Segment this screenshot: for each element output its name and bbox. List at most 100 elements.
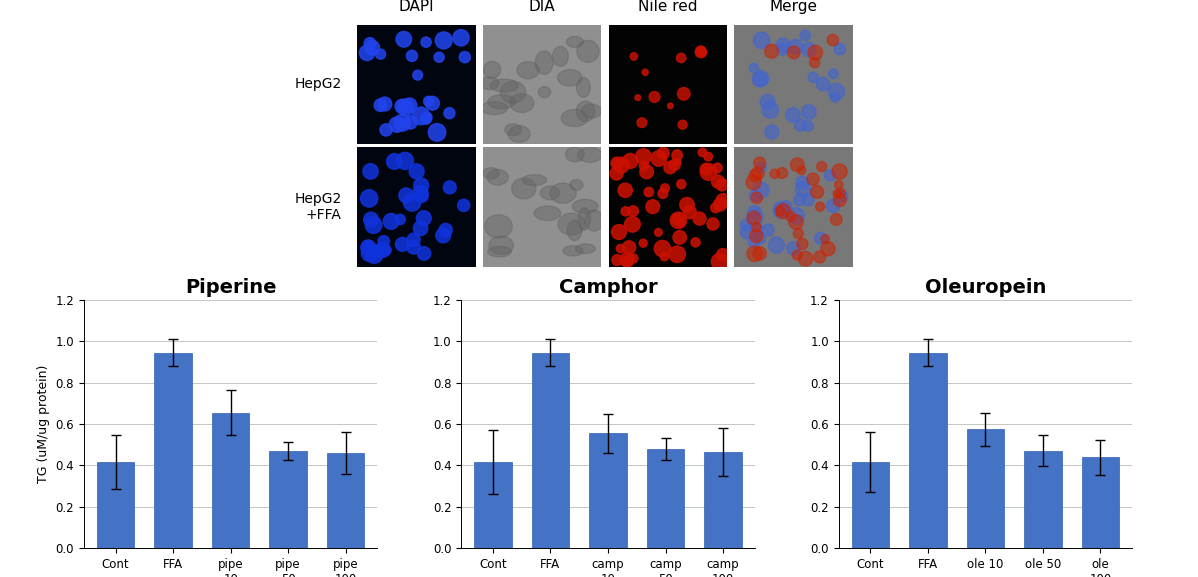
- Circle shape: [716, 179, 728, 191]
- Circle shape: [810, 58, 819, 68]
- Circle shape: [836, 191, 848, 202]
- Circle shape: [379, 235, 389, 247]
- Circle shape: [377, 97, 392, 111]
- Circle shape: [668, 246, 685, 263]
- Circle shape: [428, 123, 446, 141]
- Circle shape: [365, 40, 380, 55]
- Circle shape: [824, 170, 836, 181]
- Ellipse shape: [510, 94, 534, 113]
- Circle shape: [361, 190, 377, 207]
- Circle shape: [801, 42, 816, 57]
- Circle shape: [672, 213, 684, 224]
- Circle shape: [751, 192, 762, 204]
- Circle shape: [712, 253, 727, 270]
- Circle shape: [673, 158, 680, 166]
- Circle shape: [700, 50, 707, 57]
- Circle shape: [413, 178, 429, 193]
- Circle shape: [773, 203, 788, 218]
- Circle shape: [776, 168, 787, 178]
- Circle shape: [679, 197, 694, 212]
- Ellipse shape: [490, 79, 519, 92]
- Circle shape: [395, 214, 405, 224]
- Circle shape: [798, 166, 806, 174]
- Circle shape: [794, 119, 806, 131]
- Circle shape: [424, 96, 434, 106]
- Circle shape: [672, 150, 683, 160]
- Circle shape: [787, 242, 800, 255]
- Circle shape: [404, 194, 420, 211]
- Ellipse shape: [563, 246, 583, 256]
- Circle shape: [821, 242, 835, 256]
- Ellipse shape: [501, 81, 526, 103]
- Circle shape: [801, 104, 816, 119]
- Circle shape: [374, 99, 387, 111]
- Text: DIA: DIA: [528, 0, 556, 14]
- Circle shape: [375, 242, 391, 257]
- Ellipse shape: [484, 61, 501, 78]
- Circle shape: [828, 83, 845, 100]
- Circle shape: [776, 38, 789, 52]
- Circle shape: [649, 92, 660, 102]
- Circle shape: [407, 241, 420, 254]
- Circle shape: [815, 233, 827, 244]
- Circle shape: [673, 231, 686, 244]
- Circle shape: [406, 50, 417, 61]
- Circle shape: [610, 167, 623, 180]
- Circle shape: [651, 151, 666, 166]
- Circle shape: [678, 120, 688, 129]
- Circle shape: [754, 32, 769, 48]
- Bar: [270, 451, 307, 548]
- Text: HepG2: HepG2: [295, 77, 341, 91]
- Circle shape: [443, 181, 456, 194]
- Bar: [1024, 451, 1061, 548]
- Circle shape: [829, 69, 839, 78]
- Circle shape: [698, 148, 707, 157]
- Ellipse shape: [512, 178, 536, 199]
- Ellipse shape: [480, 77, 498, 89]
- Circle shape: [363, 241, 373, 250]
- Circle shape: [624, 216, 640, 232]
- Circle shape: [807, 46, 823, 60]
- Ellipse shape: [561, 110, 588, 126]
- Circle shape: [791, 158, 804, 171]
- Circle shape: [754, 247, 767, 260]
- Y-axis label: TG (uM/ug protein): TG (uM/ug protein): [37, 365, 50, 484]
- Bar: [1082, 457, 1119, 548]
- Ellipse shape: [516, 62, 539, 79]
- Circle shape: [798, 252, 812, 266]
- Circle shape: [434, 52, 444, 62]
- Circle shape: [660, 253, 668, 261]
- Circle shape: [754, 157, 766, 169]
- Ellipse shape: [552, 46, 568, 66]
- Circle shape: [834, 43, 846, 55]
- Circle shape: [834, 193, 846, 207]
- Circle shape: [740, 219, 751, 230]
- Circle shape: [611, 157, 623, 169]
- Circle shape: [622, 256, 633, 267]
- Circle shape: [611, 224, 627, 239]
- Circle shape: [749, 63, 758, 73]
- Circle shape: [397, 152, 413, 170]
- Circle shape: [748, 246, 762, 261]
- Circle shape: [667, 103, 673, 108]
- Circle shape: [670, 212, 686, 228]
- Bar: [155, 353, 192, 548]
- Ellipse shape: [581, 104, 601, 118]
- Ellipse shape: [576, 101, 595, 121]
- Ellipse shape: [534, 206, 561, 220]
- Circle shape: [774, 201, 788, 216]
- Circle shape: [748, 205, 761, 219]
- Bar: [212, 413, 249, 548]
- Circle shape: [407, 233, 420, 246]
- Circle shape: [413, 70, 423, 80]
- Circle shape: [817, 162, 827, 171]
- Circle shape: [701, 164, 716, 180]
- Circle shape: [458, 199, 470, 212]
- Ellipse shape: [483, 168, 500, 179]
- Circle shape: [383, 213, 399, 229]
- Ellipse shape: [576, 77, 591, 98]
- Ellipse shape: [573, 200, 598, 213]
- Bar: [589, 433, 627, 548]
- Circle shape: [395, 99, 409, 113]
- Title: Piperine: Piperine: [184, 278, 277, 297]
